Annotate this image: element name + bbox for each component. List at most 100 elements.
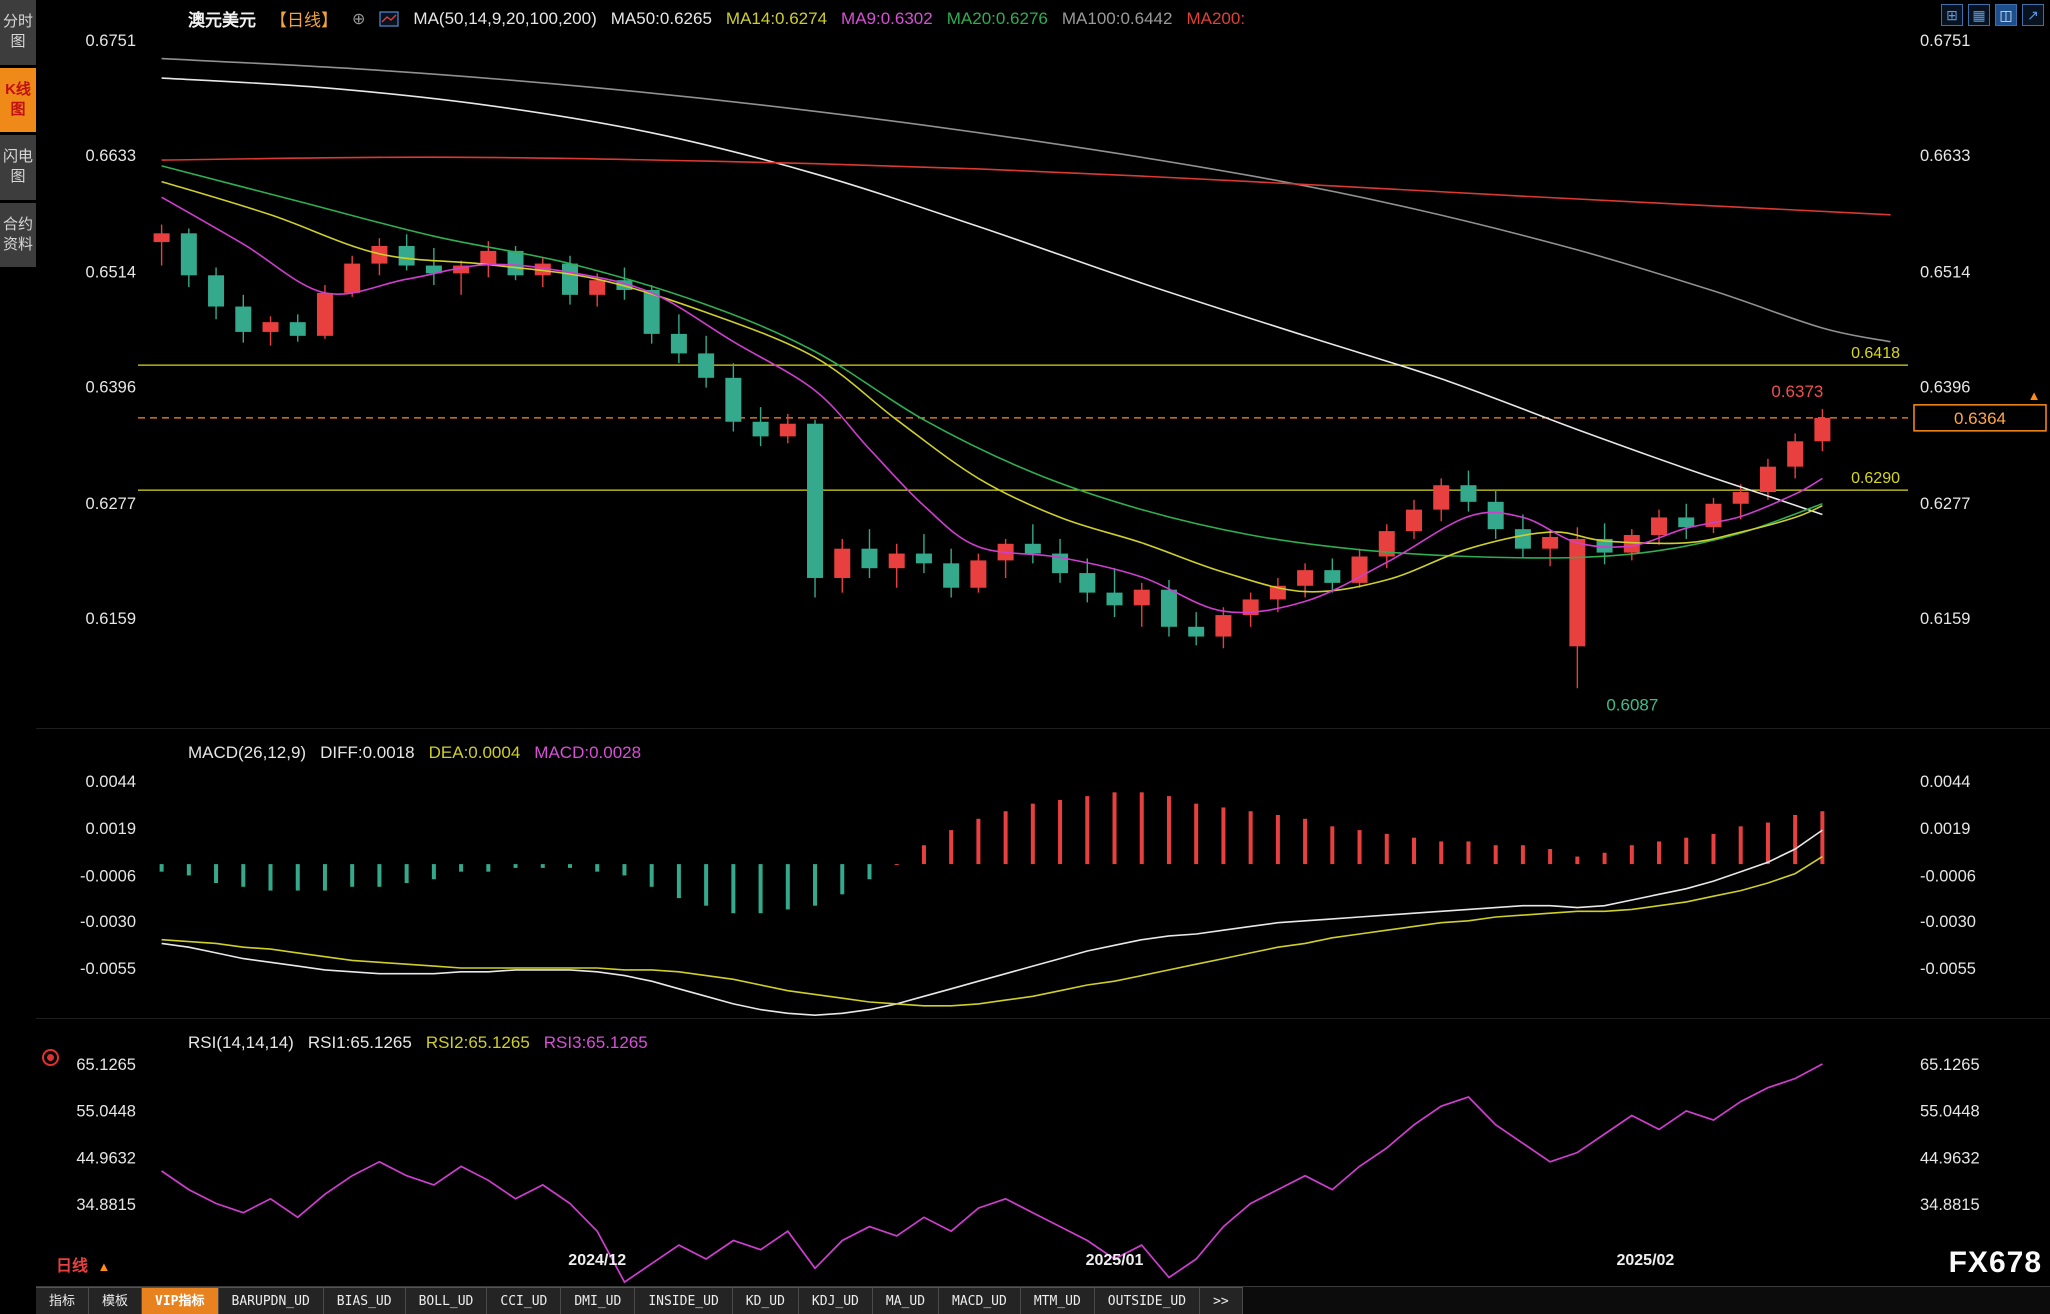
sidebar-item-kline-chart[interactable]: K线图 [0,67,36,132]
svg-text:44.9632: 44.9632 [1920,1149,1980,1167]
macd-dea-line [161,855,1823,1007]
ma-line-ma14 [161,180,1823,593]
tab-dmi[interactable]: DMI_UD [561,1287,636,1314]
tab-bias[interactable]: BIAS_UD [323,1287,406,1314]
sidebar-item-contract-info[interactable]: 合约资料 [0,202,36,267]
tab-mtm[interactable]: MTM_UD [1020,1287,1095,1314]
chart-header: 澳元美元 【日线】 ⊕ MA(50,14,9,20,100,200) MA50:… [188,6,1259,31]
svg-text:55.0448: 55.0448 [1920,1103,1980,1121]
price-annotations: 0.6373 0.6087 [1606,382,1823,714]
macd-dea-value: DEA:0.0004 [428,743,521,762]
rsi-chart[interactable]: 65.1265 65.1265 55.0448 55.0448 44.9632 44.96… [36,1019,2050,1287]
macd-header: MACD(26,12,9) DIFF:0.0018 DEA:0.0004 MAC… [188,743,641,763]
svg-text:55.0448: 55.0448 [76,1103,136,1121]
svg-text:-0.0006: -0.0006 [80,867,136,885]
svg-text:0.6396: 0.6396 [1920,379,1970,397]
chart-mode-icon[interactable]: ◫ [1995,4,2017,26]
ma-value-label: MA9:0.6302 [841,8,933,28]
ma-value-label: MA20:0.6276 [946,8,1048,28]
indicator-tab-bar: 指标 模板 VIP指标 BARUPDN_UD BIAS_UD BOLL_UD CCI_UD D… [36,1286,2050,1314]
ma-value-label: MA50:0.6265 [610,8,712,28]
macd-chart[interactable]: 0.0044 0.0044 0.0019 0.0019 -0.0006 -0.0006 -0… [36,729,2050,1019]
ma-line-ma20 [161,165,1823,559]
ma-line-ma9 [161,196,1823,614]
period-selector[interactable]: 日线 ▲ [56,1252,110,1276]
sidebar-item-time-chart[interactable]: 分时图 [0,0,36,65]
ma-value-label: MA100:0.6442 [1061,8,1173,28]
svg-text:34.8815: 34.8815 [76,1196,136,1214]
indicator-target-icon[interactable] [42,1049,59,1066]
watermark: FX678 [1948,1246,2042,1279]
mini-chart-icon[interactable] [379,10,400,27]
ma-value-label: MA14:0.6274 [725,8,828,28]
tab-boll[interactable]: BOLL_UD [405,1287,488,1314]
tab-inside[interactable]: INSIDE_UD [635,1287,733,1314]
svg-text:0.6159: 0.6159 [86,610,136,628]
svg-text:0.6087: 0.6087 [1606,695,1658,714]
macd-diff-line [161,829,1823,1017]
macd-macd-value: MACD:0.0028 [534,743,642,762]
tab-cci[interactable]: CCI_UD [487,1287,562,1314]
tab-kd[interactable]: KD_UD [732,1287,799,1314]
svg-text:0.0019: 0.0019 [1920,820,1970,838]
svg-text:0.6633: 0.6633 [1920,147,1970,165]
svg-text:0.6751: 0.6751 [86,32,136,50]
svg-text:0.6418: 0.6418 [1851,345,1900,362]
svg-text:0.6514: 0.6514 [1920,263,1970,281]
ma-line-ma50 [161,77,1823,516]
tab-kdj[interactable]: KDJ_UD [798,1287,873,1314]
symbol-name: 澳元美元 [188,11,256,30]
svg-text:0.6290: 0.6290 [1851,470,1900,487]
svg-text:0.6514: 0.6514 [86,263,136,281]
rsi-pane: 65.1265 65.1265 55.0448 55.0448 44.9632 44.96… [36,1018,2050,1286]
svg-text:34.8815: 34.8815 [1920,1196,1980,1214]
add-indicator-icon[interactable]: ⊕ [352,10,366,28]
rsi-axis-labels: 65.1265 65.1265 55.0448 55.0448 44.9632 44.96… [76,1056,1979,1214]
price-axis-labels: 0.6751 0.6751 0.6633 0.6633 0.6514 0.6514 0.63… [86,32,1971,628]
svg-text:0.6159: 0.6159 [1920,610,1970,628]
popout-window-icon[interactable]: ↗ [2022,4,2044,26]
tab-barupdn[interactable]: BARUPDN_UD [218,1287,324,1314]
tab-macd[interactable]: MACD_UD [939,1287,1021,1314]
chevron-up-icon: ▲ [97,1259,111,1274]
tab-outside[interactable]: OUTSIDE_UD [1094,1287,1201,1314]
tab-indicators[interactable]: 指标 [36,1287,90,1314]
svg-text:0.6277: 0.6277 [1920,495,1970,513]
svg-text:0.6277: 0.6277 [86,495,136,513]
candles-layer [153,224,1831,689]
time-axis: 日线 ▲ 2024/12 2025/01 2025/02 [36,1250,2050,1280]
ma-lines [161,57,1891,614]
rsi1-value: RSI1:65.1265 [307,1033,412,1052]
macd-axis-labels: 0.0044 0.0044 0.0019 0.0019 -0.0006 -0.0006 -0… [80,773,1976,978]
svg-text:0.6364: 0.6364 [1954,409,2006,428]
last-price-tag: 0.6364 ▲ [1913,388,2047,432]
svg-text:0.0044: 0.0044 [86,773,136,791]
svg-text:-0.0006: -0.0006 [1920,867,1976,885]
svg-text:▲: ▲ [2028,388,2041,403]
rsi-line [161,1063,1823,1284]
svg-text:-0.0030: -0.0030 [80,913,136,931]
tab-ma[interactable]: MA_UD [872,1287,940,1314]
layout-grid-icon[interactable]: ▦ [1968,4,1990,26]
macd-pane: 0.0044 0.0044 0.0019 0.0019 -0.0006 -0.0006 -0… [36,728,2050,1018]
tab-more[interactable]: >> [1200,1287,1243,1314]
rsi3-value: RSI3:65.1265 [543,1033,648,1052]
svg-text:0.6751: 0.6751 [1920,32,1970,50]
ma-value-label: MA200: [1186,8,1246,28]
rsi-name-label: RSI(14,14,14) [188,1033,294,1052]
macd-name-label: MACD(26,12,9) [188,743,307,762]
time-axis-label: 2024/12 [568,1252,627,1269]
tab-vip-indicators[interactable]: VIP指标 [142,1287,219,1314]
svg-text:44.9632: 44.9632 [76,1149,136,1167]
ma-settings-label: MA(50,14,9,20,100,200) [413,8,597,28]
macd-histogram [159,792,1825,914]
svg-text:0.6633: 0.6633 [86,147,136,165]
candlestick-chart[interactable]: 0.6751 0.6751 0.6633 0.6633 0.6514 0.6514 0.63… [36,0,2050,728]
rsi-header: RSI(14,14,14) RSI1:65.1265 RSI2:65.1265 … [188,1033,648,1053]
time-axis-label: 2025/01 [1085,1252,1144,1269]
tab-templates[interactable]: 模板 [89,1287,143,1314]
svg-text:0.0044: 0.0044 [1920,773,1970,791]
sidebar-item-flash-chart[interactable]: 闪电图 [0,135,36,200]
layout-single-icon[interactable]: ⊞ [1941,4,1963,26]
